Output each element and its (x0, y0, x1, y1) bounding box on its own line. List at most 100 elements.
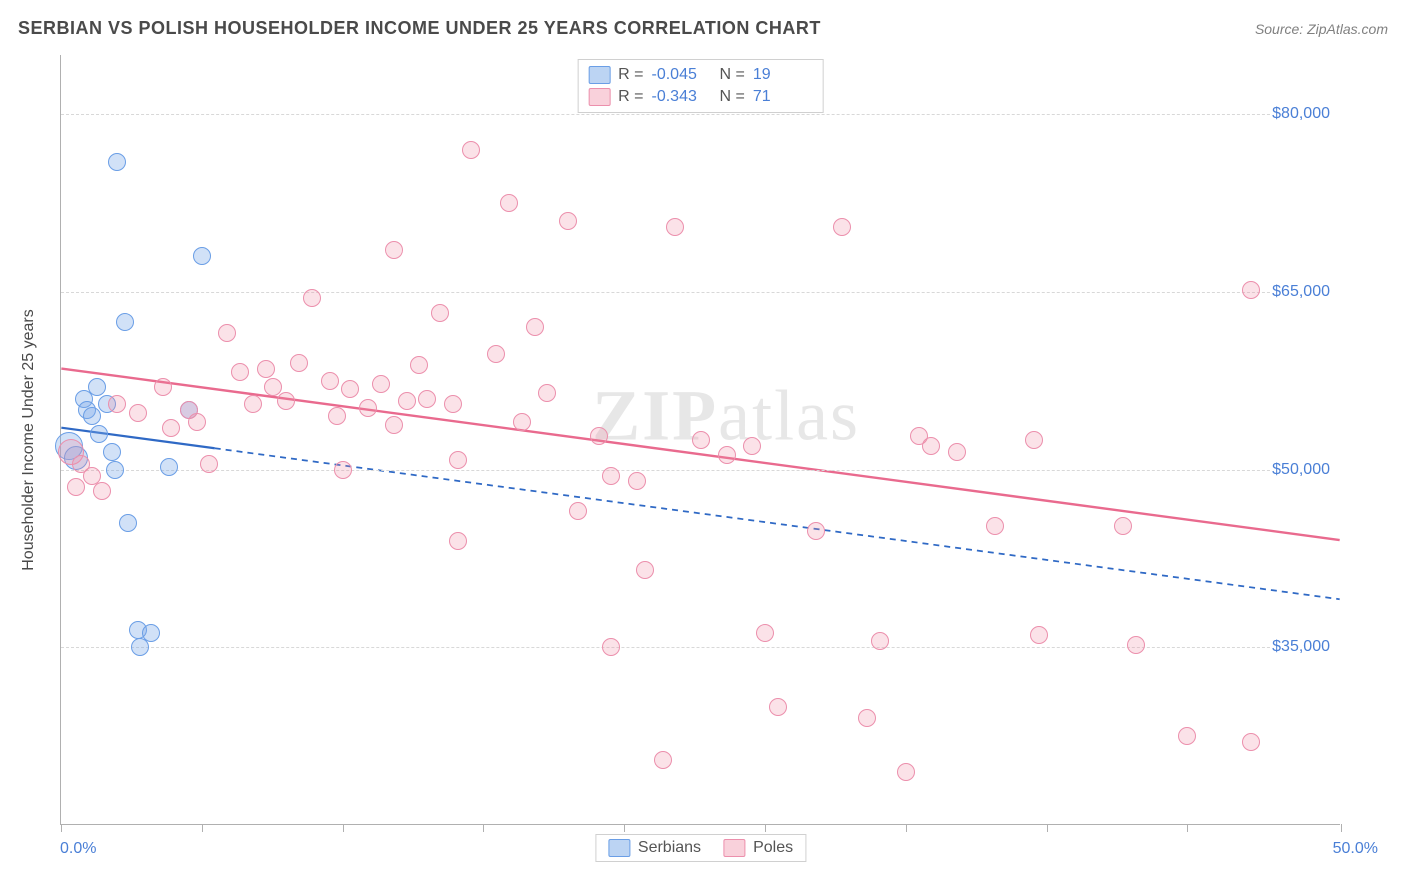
x-axis-max-label: 50.0% (1333, 840, 1378, 858)
n-label: N = (720, 66, 745, 84)
gridline (61, 470, 1340, 471)
scatter-point-blue (108, 153, 126, 171)
scatter-point-pink (188, 413, 206, 431)
scatter-point-pink (385, 241, 403, 259)
scatter-point-pink (231, 363, 249, 381)
y-tick-label: $50,000 (1272, 461, 1340, 479)
scatter-point-pink (244, 395, 262, 413)
x-tick (483, 824, 484, 832)
scatter-point-pink (590, 427, 608, 445)
scatter-point-pink (628, 472, 646, 490)
scatter-point-pink (602, 638, 620, 656)
gridline (61, 114, 1340, 115)
legend-item-poles: Poles (723, 839, 793, 857)
scatter-point-blue (142, 624, 160, 642)
trendline-pink (61, 369, 1339, 541)
y-tick-label: $65,000 (1272, 283, 1340, 301)
y-axis-title: Householder Income Under 25 years (20, 309, 38, 570)
scatter-point-blue (88, 378, 106, 396)
scatter-point-pink (487, 345, 505, 363)
scatter-point-pink (303, 289, 321, 307)
legend-row-poles: R = -0.343 N = 71 (588, 86, 813, 108)
legend-row-serbians: R = -0.045 N = 19 (588, 64, 813, 86)
scatter-point-pink (1114, 517, 1132, 535)
scatter-point-pink (67, 478, 85, 496)
scatter-point-pink (986, 517, 1004, 535)
scatter-point-pink (398, 392, 416, 410)
scatter-point-pink (462, 141, 480, 159)
scatter-point-pink (692, 431, 710, 449)
y-tick-label: $35,000 (1272, 638, 1340, 656)
scatter-point-pink (526, 318, 544, 336)
scatter-point-pink (444, 395, 462, 413)
scatter-point-pink (418, 390, 436, 408)
scatter-point-pink (897, 763, 915, 781)
scatter-point-pink (321, 372, 339, 390)
scatter-point-pink (769, 698, 787, 716)
r-value-serbians: -0.045 (652, 66, 712, 84)
x-tick (906, 824, 907, 832)
trendline-blue (61, 428, 214, 449)
x-tick (1341, 824, 1342, 832)
x-tick (61, 824, 62, 832)
scatter-point-pink (871, 632, 889, 650)
x-axis-min-label: 0.0% (60, 840, 96, 858)
scatter-point-pink (129, 404, 147, 422)
scatter-point-pink (385, 416, 403, 434)
scatter-point-pink (500, 194, 518, 212)
x-tick (1047, 824, 1048, 832)
swatch-blue (588, 66, 610, 84)
scatter-point-pink (108, 395, 126, 413)
legend-item-serbians: Serbians (608, 839, 701, 857)
scatter-point-pink (449, 451, 467, 469)
scatter-point-pink (341, 380, 359, 398)
r-value-poles: -0.343 (652, 88, 712, 106)
scatter-point-pink (154, 378, 172, 396)
scatter-point-pink (569, 502, 587, 520)
r-label: R = (618, 66, 643, 84)
swatch-pink (723, 839, 745, 857)
scatter-point-blue (83, 407, 101, 425)
scatter-point-pink (602, 467, 620, 485)
scatter-point-pink (277, 392, 295, 410)
n-value-poles: 71 (753, 88, 813, 106)
scatter-point-pink (538, 384, 556, 402)
scatter-point-blue (160, 458, 178, 476)
scatter-point-pink (218, 324, 236, 342)
scatter-point-pink (328, 407, 346, 425)
legend-label-poles: Poles (753, 839, 793, 857)
scatter-plot-area: ZIPatlas R = -0.045 N = 19 R = -0.343 N … (60, 55, 1340, 825)
chart-title: SERBIAN VS POLISH HOUSEHOLDER INCOME UND… (18, 18, 821, 39)
trendline-extrapolated-blue (215, 448, 1340, 599)
scatter-point-pink (1030, 626, 1048, 644)
scatter-point-pink (359, 399, 377, 417)
source-attribution: Source: ZipAtlas.com (1255, 21, 1388, 37)
scatter-point-pink (431, 304, 449, 322)
scatter-point-pink (743, 437, 761, 455)
swatch-blue (608, 839, 630, 857)
scatter-point-pink (1242, 281, 1260, 299)
n-value-serbians: 19 (753, 66, 813, 84)
scatter-point-pink (718, 446, 736, 464)
scatter-point-pink (162, 419, 180, 437)
scatter-point-pink (372, 375, 390, 393)
y-tick-label: $80,000 (1272, 105, 1340, 123)
scatter-point-pink (833, 218, 851, 236)
scatter-point-pink (948, 443, 966, 461)
scatter-point-pink (290, 354, 308, 372)
scatter-point-pink (636, 561, 654, 579)
scatter-point-pink (756, 624, 774, 642)
scatter-point-pink (807, 522, 825, 540)
scatter-point-pink (257, 360, 275, 378)
scatter-point-pink (559, 212, 577, 230)
scatter-point-pink (654, 751, 672, 769)
x-tick (1187, 824, 1188, 832)
scatter-point-blue (193, 247, 211, 265)
scatter-point-blue (119, 514, 137, 532)
scatter-point-blue (106, 461, 124, 479)
scatter-point-blue (116, 313, 134, 331)
x-tick (624, 824, 625, 832)
x-tick (202, 824, 203, 832)
scatter-point-pink (1242, 733, 1260, 751)
scatter-point-pink (922, 437, 940, 455)
